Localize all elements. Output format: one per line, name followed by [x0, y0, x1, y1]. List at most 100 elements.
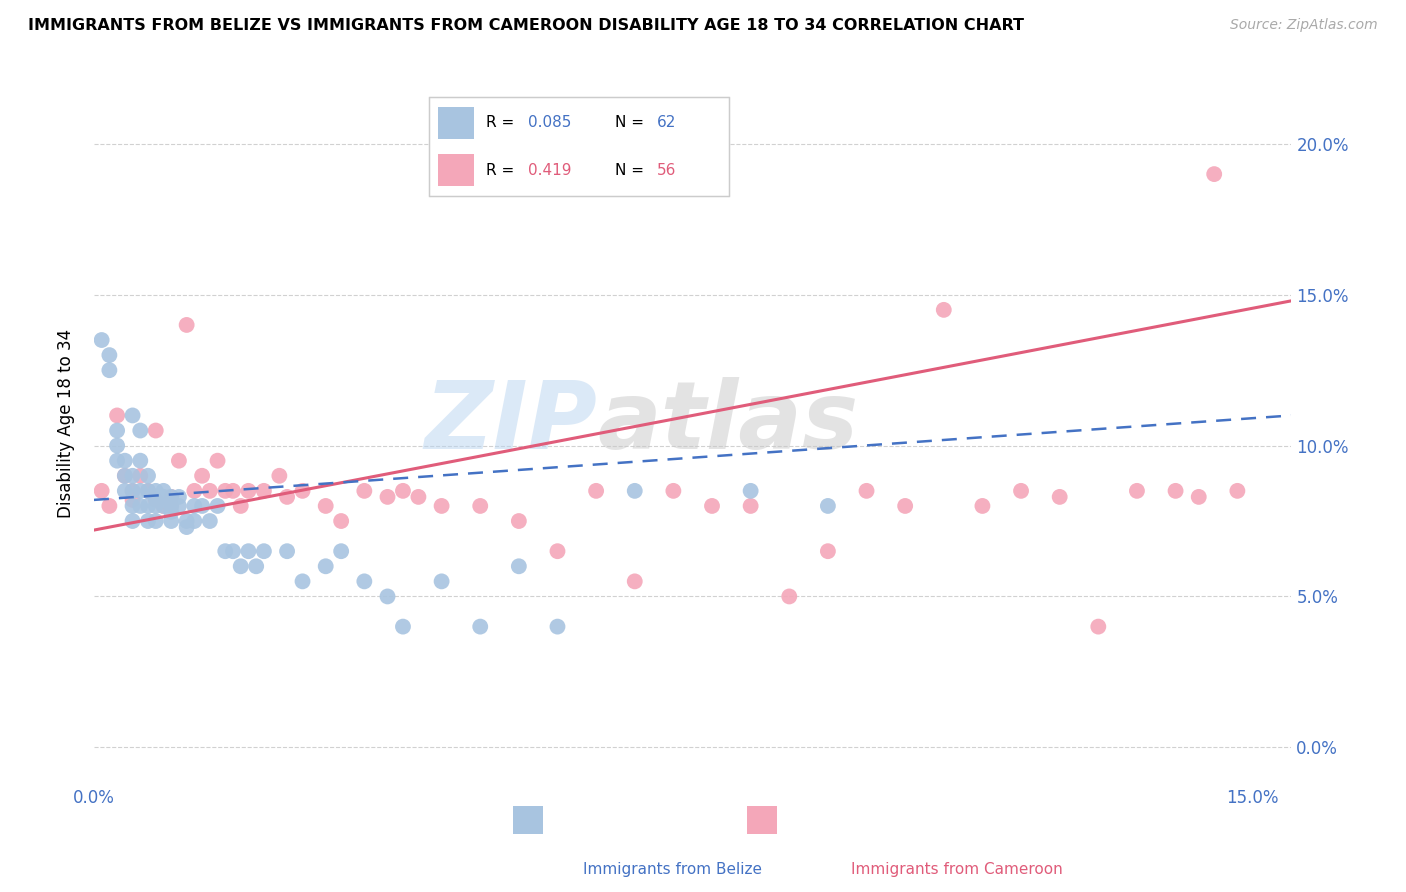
Point: [623, 483, 645, 498]
Point: [121, 468, 143, 483]
Point: [145, 514, 167, 528]
Point: [90, 333, 112, 347]
Point: [1226, 483, 1249, 498]
Point: [377, 590, 399, 604]
Point: [623, 574, 645, 589]
Point: [276, 544, 298, 558]
Point: [98, 363, 121, 377]
Point: [392, 619, 415, 633]
Point: [160, 514, 183, 528]
Point: [778, 590, 800, 604]
Point: [152, 483, 174, 498]
Point: [176, 520, 198, 534]
Point: [377, 490, 399, 504]
Point: [547, 619, 569, 633]
Point: [160, 499, 183, 513]
Point: [1087, 619, 1109, 633]
Point: [894, 499, 917, 513]
Point: [90, 483, 112, 498]
Point: [740, 483, 762, 498]
Point: [470, 619, 492, 633]
Point: [932, 302, 955, 317]
Point: [129, 453, 152, 467]
Point: [972, 499, 994, 513]
Text: Immigrants from Belize: Immigrants from Belize: [583, 863, 762, 877]
Point: [145, 490, 167, 504]
Point: [145, 483, 167, 498]
Point: [207, 453, 229, 467]
Point: [547, 544, 569, 558]
Point: [129, 468, 152, 483]
Point: [700, 499, 723, 513]
Point: [330, 544, 353, 558]
Point: [662, 483, 685, 498]
Point: [1204, 167, 1226, 181]
Point: [105, 409, 128, 423]
Text: atlas: atlas: [598, 377, 858, 469]
Point: [98, 499, 121, 513]
Point: [176, 318, 198, 332]
Point: [470, 499, 492, 513]
Point: [176, 514, 198, 528]
Point: [121, 483, 143, 498]
Point: [136, 514, 159, 528]
Point: [315, 499, 337, 513]
Point: [855, 483, 877, 498]
Point: [183, 483, 205, 498]
Point: [1164, 483, 1187, 498]
Point: [353, 483, 375, 498]
Point: [105, 424, 128, 438]
Point: [238, 483, 260, 498]
Point: [167, 499, 190, 513]
Point: [229, 499, 252, 513]
Point: [160, 505, 183, 519]
Point: [430, 499, 453, 513]
Point: [183, 499, 205, 513]
Point: [276, 490, 298, 504]
Point: [198, 483, 221, 498]
Point: [114, 453, 136, 467]
Point: [160, 490, 183, 504]
Point: [1049, 490, 1071, 504]
Point: [291, 574, 314, 589]
Point: [152, 499, 174, 513]
Point: [740, 499, 762, 513]
Point: [136, 483, 159, 498]
Point: [145, 499, 167, 513]
Point: [1126, 483, 1149, 498]
Point: [1188, 490, 1211, 504]
Point: [191, 499, 214, 513]
Point: [315, 559, 337, 574]
Point: [121, 492, 143, 507]
Point: [408, 490, 430, 504]
Point: [145, 424, 167, 438]
Point: [508, 559, 530, 574]
Point: [136, 483, 159, 498]
Point: [508, 514, 530, 528]
Point: [214, 483, 236, 498]
Point: [129, 483, 152, 498]
Point: [198, 514, 221, 528]
Point: [129, 499, 152, 513]
Point: [114, 468, 136, 483]
Point: [152, 490, 174, 504]
Point: [585, 483, 607, 498]
Point: [105, 453, 128, 467]
Point: [269, 468, 291, 483]
Point: [253, 483, 276, 498]
Point: [817, 499, 839, 513]
Point: [136, 468, 159, 483]
Point: [229, 559, 252, 574]
Point: [121, 499, 143, 513]
Y-axis label: Disability Age 18 to 34: Disability Age 18 to 34: [58, 328, 75, 517]
Point: [207, 499, 229, 513]
Point: [121, 483, 143, 498]
Point: [817, 544, 839, 558]
Point: [183, 514, 205, 528]
Point: [1010, 483, 1032, 498]
Point: [152, 499, 174, 513]
Text: IMMIGRANTS FROM BELIZE VS IMMIGRANTS FROM CAMEROON DISABILITY AGE 18 TO 34 CORRE: IMMIGRANTS FROM BELIZE VS IMMIGRANTS FRO…: [28, 18, 1024, 33]
Text: Immigrants from Cameroon: Immigrants from Cameroon: [851, 863, 1063, 877]
Point: [114, 468, 136, 483]
Point: [121, 409, 143, 423]
